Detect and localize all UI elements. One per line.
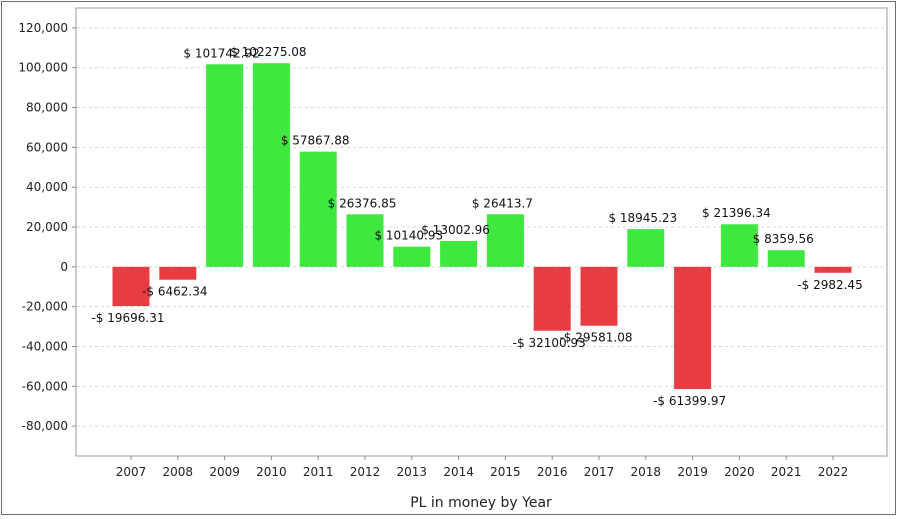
data-label-2015: $ 26413.7 <box>472 196 533 210</box>
data-label-2007: -$ 19696.31 <box>91 311 164 325</box>
y-tick-label: 120,000 <box>18 21 68 35</box>
bar-2013 <box>393 246 431 267</box>
data-label-2016: -$ 32100.93 <box>513 336 586 350</box>
y-tick-label: 40,000 <box>26 180 68 194</box>
x-tick-label: 2011 <box>303 465 334 479</box>
x-tick-label: 2016 <box>537 465 568 479</box>
bar-2021 <box>767 250 805 267</box>
bar-2007 <box>112 266 150 307</box>
x-axis-ticks: 2007 2008 2009 2010 2011 2012 2013 2014 2015 2016… <box>116 456 849 479</box>
bar-2009 <box>206 64 244 267</box>
data-label-2012: $ 26376.85 <box>328 196 397 210</box>
bar-2014 <box>440 240 478 267</box>
bar-2008 <box>159 266 197 280</box>
data-label-2011: $ 57867.88 <box>281 134 350 148</box>
data-label-2009: $ 101742.92 <box>183 46 259 60</box>
bar-2022 <box>814 266 852 273</box>
x-tick-label: 2022 <box>818 465 849 479</box>
bar-2012 <box>346 214 384 267</box>
data-label-2021: $ 8359.56 <box>753 232 814 246</box>
y-tick-label: 0 <box>60 260 68 274</box>
y-tick-label: 100,000 <box>18 61 68 75</box>
x-tick-label: 2017 <box>584 465 615 479</box>
y-axis-ticks: -80,000 -60,000 -40,000 -20,000 0 20,000 40,00… <box>18 21 76 433</box>
y-tick-label: -60,000 <box>22 379 68 393</box>
y-tick-label: -40,000 <box>22 339 68 353</box>
data-label-2020: $ 21396.34 <box>702 206 771 220</box>
bar-2019 <box>674 266 712 390</box>
x-axis-title: PL in money by Year <box>410 495 552 511</box>
data-label-2019: -$ 61399.97 <box>653 394 726 408</box>
bar-2015 <box>486 214 524 267</box>
x-tick-label: 2015 <box>490 465 521 479</box>
data-label-2017: -$ 29581.08 <box>559 331 632 345</box>
bar-2017 <box>580 266 618 326</box>
x-tick-label: 2007 <box>116 465 147 479</box>
x-tick-label: 2020 <box>724 465 755 479</box>
x-tick-label: 2010 <box>256 465 287 479</box>
y-tick-label: 60,000 <box>26 140 68 154</box>
x-tick-label: 2013 <box>397 465 428 479</box>
x-tick-label: 2018 <box>631 465 662 479</box>
bar-2011 <box>299 151 337 267</box>
x-tick-label: 2009 <box>209 465 240 479</box>
x-tick-label: 2014 <box>443 465 474 479</box>
data-label-2018: $ 18945.23 <box>608 211 677 225</box>
data-label-2008: -$ 6462.34 <box>142 285 207 299</box>
data-label-2010: $ 102275.08 <box>230 45 306 59</box>
y-tick-label: -80,000 <box>22 419 68 433</box>
data-labels: -$ 19696.31 -$ 6462.34 $ 101742.92$ 102275… <box>91 45 862 408</box>
bar-2020 <box>720 224 758 267</box>
data-label-2022: -$ 2982.45 <box>797 278 862 292</box>
data-label-2013: $ 10140.93 <box>374 229 443 243</box>
x-tick-label: 2012 <box>350 465 381 479</box>
x-tick-label: 2008 <box>163 465 194 479</box>
y-tick-label: 20,000 <box>26 220 68 234</box>
bar-2018 <box>627 229 665 267</box>
y-tick-label: 80,000 <box>26 101 68 115</box>
bar-2010 <box>252 63 290 267</box>
bar-2016 <box>533 266 571 331</box>
x-tick-label: 2019 <box>677 465 708 479</box>
data-label-2014: $ 13002.96 <box>421 223 490 237</box>
bars <box>112 63 852 390</box>
x-tick-label: 2021 <box>771 465 802 479</box>
y-tick-label: -20,000 <box>22 300 68 314</box>
